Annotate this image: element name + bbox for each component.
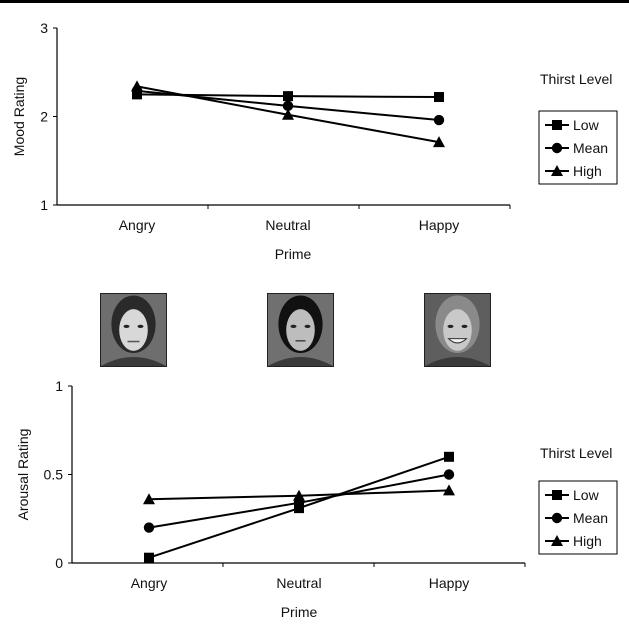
chart1-x-axis-title: Prime xyxy=(281,604,318,620)
chart0-x-tick-label: Neutral xyxy=(265,217,310,233)
chart1-legend-title: Thirst Level xyxy=(540,445,612,461)
chart0-legend-marker-high xyxy=(551,165,563,176)
chart1-legend-label-high: High xyxy=(573,533,602,549)
chart1-x-tick-label: Angry xyxy=(131,575,168,591)
angry-face-photo xyxy=(100,293,167,367)
chart0-y-axis-title: Mood Rating xyxy=(11,77,27,156)
chart0-legend-label-high: High xyxy=(573,163,602,179)
face-skin xyxy=(443,309,472,351)
neutral-face-photo-drawing xyxy=(268,295,333,366)
face-skin xyxy=(119,309,148,351)
chart0-point-low xyxy=(434,92,444,103)
face-eye-right xyxy=(461,324,468,328)
chart1-legend-marker-low xyxy=(552,490,562,500)
face-eye-right xyxy=(137,324,144,328)
chart0-legend-box xyxy=(538,110,618,185)
arousal-rating-chart: 0 0.5 1 Angry Neutral Happy Prime Arousal Ratin… xyxy=(15,378,618,620)
chart1-point-low xyxy=(444,451,454,462)
chart1-point-high xyxy=(443,484,455,496)
face-shoulders xyxy=(268,357,333,366)
chart0-point-high xyxy=(433,136,445,148)
chart1-point-mean xyxy=(143,522,155,533)
chart0-point-low xyxy=(283,91,293,102)
top-rule xyxy=(0,0,629,3)
chart0-y-tick-label: 1 xyxy=(40,197,48,213)
chart0-point-high xyxy=(282,108,294,120)
chart1-y-axis-title: Arousal Rating xyxy=(15,429,31,521)
chart1-y-tick-label: 0 xyxy=(55,555,63,571)
chart1-point-high xyxy=(143,493,155,505)
chart0-point-high xyxy=(131,80,143,92)
face-eye-right xyxy=(304,324,311,328)
chart0-legend-marker-low xyxy=(552,120,562,130)
chart0-point-mean xyxy=(433,114,445,126)
chart0-legend-label-low: Low xyxy=(573,117,600,133)
face-eye-left xyxy=(447,324,454,328)
angry-face-photo-drawing xyxy=(101,295,166,366)
chart1-legend-box xyxy=(538,480,618,555)
happy-face-photo xyxy=(424,293,491,367)
face-shoulders xyxy=(101,357,166,366)
chart0-x-axis-title: Prime xyxy=(275,246,312,262)
chart1-legend-marker-high xyxy=(551,535,563,546)
chart1-point-mean xyxy=(443,469,455,480)
happy-face-photo-drawing xyxy=(425,295,490,366)
face-eye-left xyxy=(290,324,297,328)
face-shoulders xyxy=(425,357,490,366)
chart0-x-tick-label: Angry xyxy=(119,217,156,233)
chart0-legend-label-mean: Mean xyxy=(573,140,608,156)
face-skin xyxy=(286,309,315,351)
mood-rating-chart: 1 2 3 Angry Neutral Happy Prime Mood Rating Thir… xyxy=(11,20,618,262)
chart1-legend-marker-mean xyxy=(551,512,563,524)
chart1-point-low xyxy=(294,503,304,514)
chart1-legend-label-mean: Mean xyxy=(573,510,608,526)
chart0-legend-title: Thirst Level xyxy=(540,71,612,87)
chart1-x-tick-label: Happy xyxy=(429,575,469,591)
chart0-y-tick-label: 3 xyxy=(40,20,48,36)
chart0-point-mean xyxy=(282,100,294,112)
face-eye-left xyxy=(123,324,130,328)
chart1-point-high xyxy=(293,489,305,501)
chart1-y-tick-label: 0.5 xyxy=(44,467,64,483)
chart0-y-tick-label: 2 xyxy=(40,109,48,125)
chart1-legend-label-low: Low xyxy=(573,487,600,503)
chart1-point-low xyxy=(144,552,154,563)
face-mouth xyxy=(447,338,468,344)
chart1-x-tick-label: Neutral xyxy=(276,575,321,591)
chart0-x-tick-label: Happy xyxy=(419,217,459,233)
neutral-face-photo xyxy=(267,293,334,367)
chart1-y-tick-label: 1 xyxy=(55,378,63,394)
chart0-legend-marker-mean xyxy=(551,142,563,154)
